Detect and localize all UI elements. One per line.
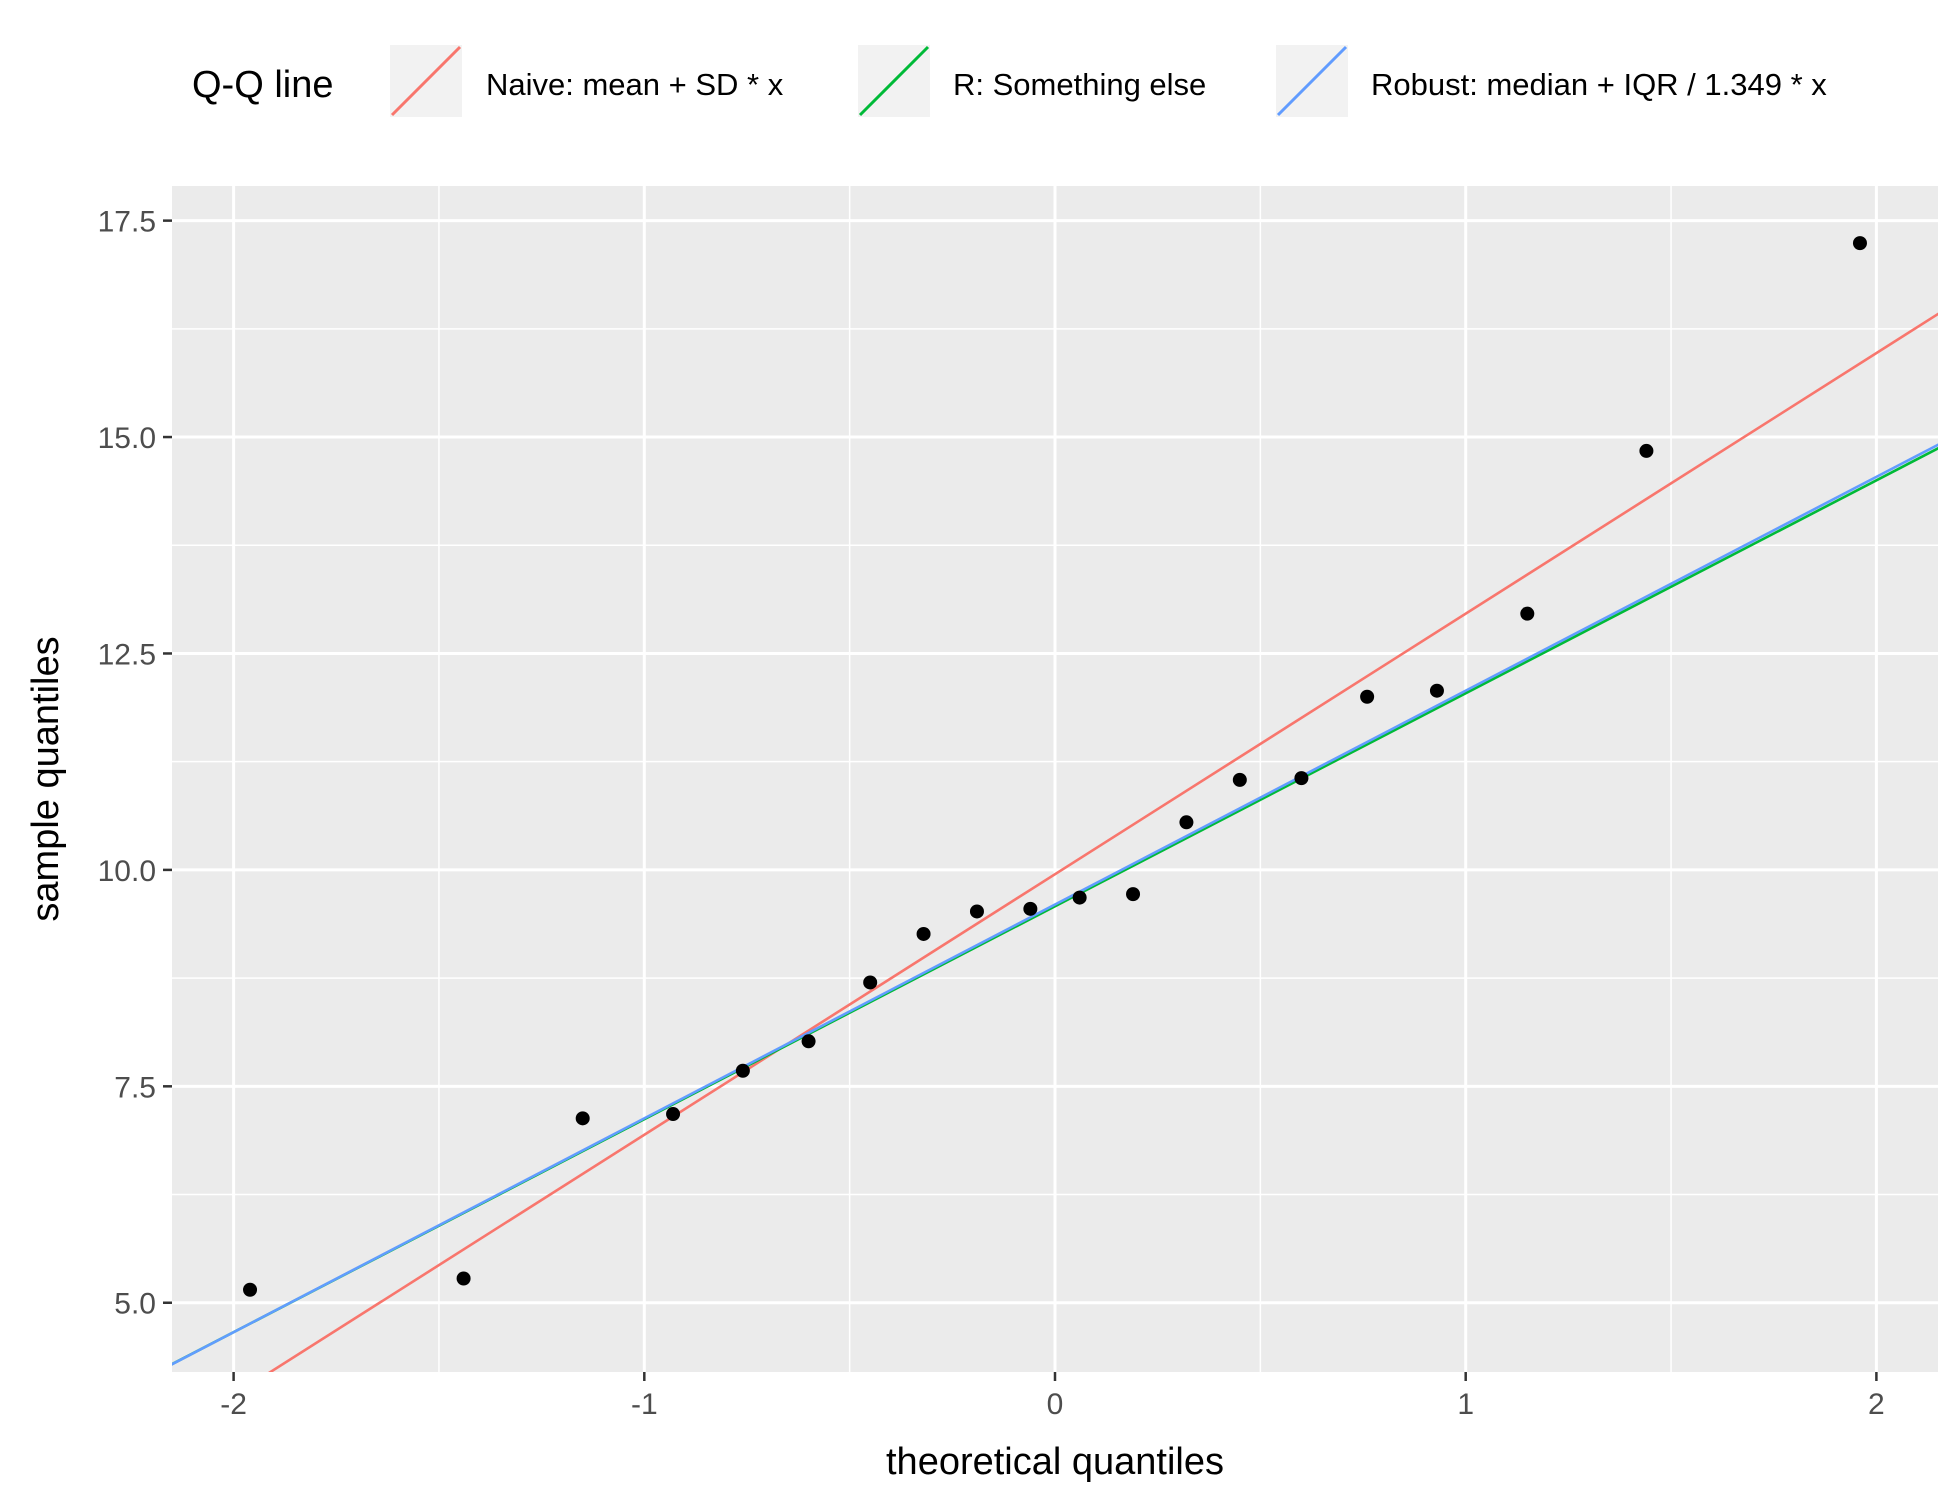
y-tick-label: 15.0 [98, 422, 156, 455]
y-tick-label: 5.0 [114, 1288, 156, 1321]
data-point [243, 1282, 258, 1297]
x-tick-label: 2 [1868, 1388, 1885, 1421]
legend-swatch-2 [858, 45, 930, 117]
data-point [969, 904, 984, 919]
legend-items: Naive: mean + SD * x R: Something else Rob… [390, 45, 1827, 117]
data-point [735, 1063, 750, 1078]
data-point [1023, 901, 1038, 916]
series-lines [172, 312, 1938, 1372]
y-axis-title: sample quantiles [25, 636, 67, 921]
legend-swatch-3 [1276, 45, 1348, 117]
legend: Q-Q line Naive: mean + SD * x R: Somethin… [192, 45, 1827, 117]
data-point [1294, 771, 1309, 786]
legend-label-2: R: Something else [953, 67, 1206, 102]
x-tick-label: 0 [1047, 1388, 1064, 1421]
data-points [243, 236, 1867, 1297]
x-axis: -2 -1 0 1 2 [220, 1372, 1885, 1421]
y-tick-label: 7.5 [114, 1071, 156, 1104]
data-point [863, 975, 878, 990]
y-tick-label: 12.5 [98, 638, 156, 671]
legend-swatch-1 [390, 45, 462, 117]
data-point [1852, 236, 1867, 251]
qq-line-1 [268, 312, 1938, 1372]
qq-line-3 [172, 443, 1938, 1366]
grid-major [172, 186, 1938, 1372]
legend-title: Q-Q line [192, 64, 333, 106]
y-tick-label: 10.0 [98, 855, 156, 888]
data-point [1232, 772, 1247, 787]
data-point [1126, 887, 1141, 902]
data-point [1639, 443, 1654, 458]
x-tick-label: -1 [631, 1388, 658, 1421]
data-point [666, 1107, 681, 1122]
data-point [1360, 689, 1375, 704]
data-point [1520, 606, 1535, 621]
x-axis-title: theoretical quantiles [886, 1441, 1224, 1483]
data-point [801, 1034, 816, 1049]
data-point [916, 926, 931, 941]
y-tick-label: 17.5 [98, 206, 156, 239]
data-point [456, 1271, 471, 1286]
data-point [1429, 683, 1444, 698]
legend-label-3: Robust: median + IQR / 1.349 * x [1371, 67, 1827, 102]
y-axis: 5.0 7.5 10.0 12.5 15.0 17.5 [98, 206, 172, 1321]
x-tick-label: -2 [220, 1388, 247, 1421]
data-point [575, 1111, 590, 1126]
legend-label-1: Naive: mean + SD * x [486, 67, 784, 102]
data-point [1179, 815, 1194, 830]
x-tick-label: 1 [1457, 1388, 1474, 1421]
data-point [1072, 890, 1087, 905]
